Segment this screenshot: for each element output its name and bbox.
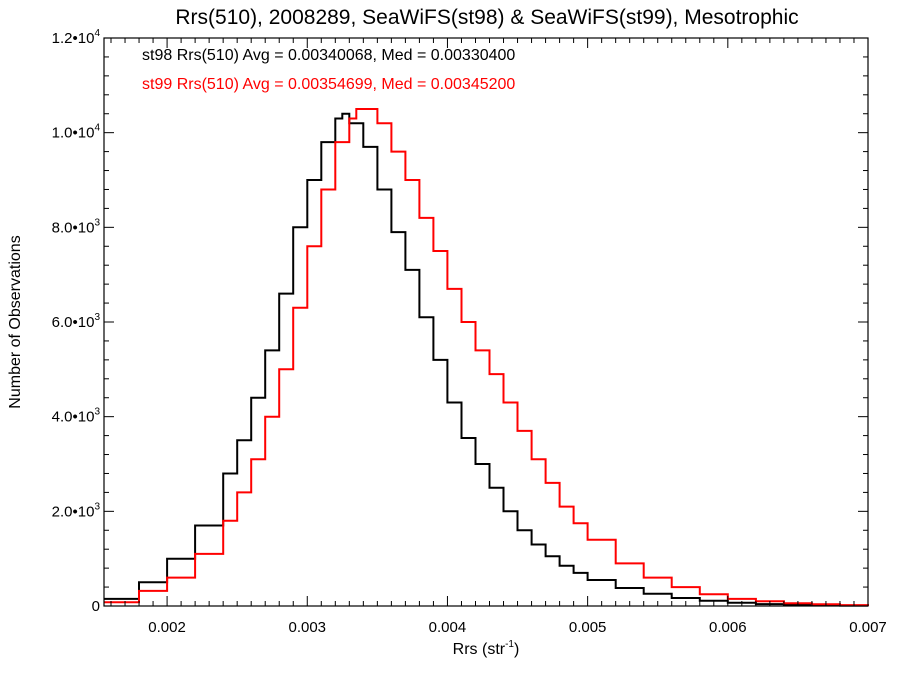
- x-tick-label: 0.006: [709, 619, 747, 636]
- x-tick-label: 0.003: [288, 619, 326, 636]
- x-tick-label: 0.004: [429, 619, 467, 636]
- y-tick-label: 0: [92, 598, 100, 615]
- plot-frame: [103, 37, 869, 607]
- y-tick-label: 1.0•104: [52, 123, 101, 142]
- chart-title: Rrs(510), 2008289, SeaWiFS(st98) & SeaWi…: [175, 6, 798, 29]
- y-tick-label: 1.2•104: [52, 28, 101, 47]
- series-line-1: [104, 108, 869, 607]
- annotation-st98: st98 Rrs(510) Avg = 0.00340068, Med = 0.…: [142, 47, 515, 64]
- x-tick-label: 0.007: [849, 619, 887, 636]
- y-tick-label: 6.0•103: [52, 312, 101, 331]
- plot-area: [104, 108, 869, 607]
- y-tick-label: 4.0•103: [52, 407, 101, 426]
- y-axis-label: Number of Observations: [7, 235, 24, 408]
- x-axis: 0.002 0.003 0.004 0.005 0.006 0.007: [110, 38, 887, 636]
- y-axis: 0 2.0•103 4.0•103 6.0•103 8.0•103 1.0•104 1.2•…: [52, 28, 868, 615]
- y-tick-label: 2.0•103: [52, 501, 101, 520]
- y-tick-label: 8.0•103: [52, 217, 101, 236]
- annotation-st99: st99 Rrs(510) Avg = 0.00354699, Med = 0.…: [142, 76, 515, 93]
- x-axis-label: Rrs (str-1): [453, 639, 520, 658]
- x-tick-label: 0.005: [569, 619, 607, 636]
- x-tick-label: 0.002: [148, 619, 186, 636]
- series-line-0: [104, 112, 869, 607]
